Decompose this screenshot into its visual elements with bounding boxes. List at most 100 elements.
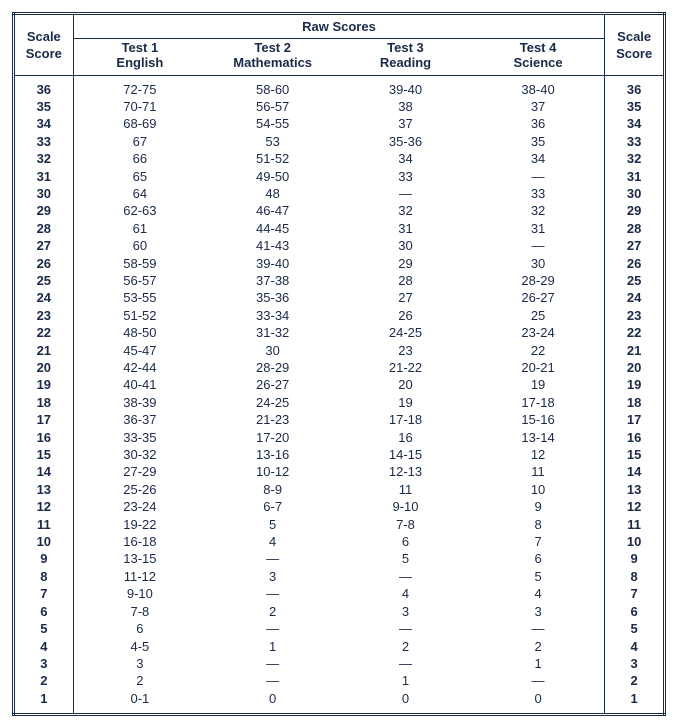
cell-test-2: — [206,621,339,638]
cell-test-2: — [206,673,339,690]
cell-test-4: — [472,168,605,185]
cell-test-3: 29 [339,255,472,272]
cell-scale-right: 12 [605,499,665,516]
cell-test-1: 27-29 [73,464,206,481]
table-row: 1530-3213-1614-151215 [14,447,665,464]
cell-test-4: — [472,673,605,690]
label-line2: Science [513,55,562,70]
cell-test-2: 39-40 [206,255,339,272]
cell-scale-right: 10 [605,534,665,551]
cell-test-3: 14-15 [339,447,472,464]
table-row: 2145-4730232221 [14,342,665,359]
cell-test-4: 15-16 [472,412,605,429]
cell-test-1: 70-71 [73,99,206,116]
table-row: 3468-6954-55373634 [14,116,665,133]
cell-test-1: 33-35 [73,429,206,446]
score-conversion-table: ScaleScore Raw Scores ScaleScore Test 1 … [12,12,666,716]
cell-scale-left: 4 [14,638,74,655]
cell-test-3: 27 [339,290,472,307]
cell-test-2: 6-7 [206,499,339,516]
cell-scale-right: 24 [605,290,665,307]
cell-scale-left: 32 [14,151,74,168]
cell-test-4: 9 [472,499,605,516]
cell-test-2: 51-52 [206,151,339,168]
cell-scale-right: 15 [605,447,665,464]
cell-test-3: 12-13 [339,464,472,481]
cell-test-4: 31 [472,220,605,237]
cell-test-3: 20 [339,377,472,394]
cell-test-1: 38-39 [73,394,206,411]
cell-test-4: 36 [472,116,605,133]
cell-test-2: 26-27 [206,377,339,394]
cell-test-3: 6 [339,534,472,551]
cell-test-4: 33 [472,186,605,203]
table-row: 2453-5535-362726-2724 [14,290,665,307]
label: ScaleScore [26,29,62,61]
cell-test-3: 39-40 [339,75,472,99]
cell-test-3: — [339,568,472,585]
cell-test-1: 30-32 [73,447,206,464]
cell-scale-left: 7 [14,586,74,603]
cell-scale-right: 33 [605,133,665,150]
cell-test-3: — [339,656,472,673]
cell-scale-right: 16 [605,429,665,446]
cell-test-1: 65 [73,168,206,185]
cell-test-3: 5 [339,551,472,568]
cell-test-2: 37-38 [206,273,339,290]
cell-scale-right: 29 [605,203,665,220]
cell-scale-right: 8 [605,568,665,585]
cell-test-3: 3 [339,603,472,620]
cell-scale-right: 3 [605,656,665,673]
cell-test-3: 9-10 [339,499,472,516]
cell-test-2: 21-23 [206,412,339,429]
cell-test-1: 7-8 [73,603,206,620]
cell-test-2: 8-9 [206,481,339,498]
cell-test-1: 11-12 [73,568,206,585]
cell-test-3: 21-22 [339,360,472,377]
cell-test-2: 13-16 [206,447,339,464]
cell-test-4: 19 [472,377,605,394]
table-row: 1016-1846710 [14,534,665,551]
cell-test-2: 56-57 [206,99,339,116]
cell-scale-right: 9 [605,551,665,568]
cell-scale-left: 6 [14,603,74,620]
table-row: 1223-246-79-10912 [14,499,665,516]
cell-test-3: 16 [339,429,472,446]
cell-scale-left: 25 [14,273,74,290]
cell-test-2: 35-36 [206,290,339,307]
cell-test-4: 34 [472,151,605,168]
cell-test-3: 26 [339,307,472,324]
cell-test-2: 58-60 [206,75,339,99]
cell-scale-left: 36 [14,75,74,99]
table-row: 10-10001 [14,690,665,715]
cell-test-1: 51-52 [73,307,206,324]
cell-test-2: 33-34 [206,307,339,324]
cell-test-3: 31 [339,220,472,237]
cell-test-1: 3 [73,656,206,673]
cell-scale-right: 17 [605,412,665,429]
cell-scale-right: 36 [605,75,665,99]
cell-test-4: 3 [472,603,605,620]
cell-test-4: 4 [472,586,605,603]
cell-scale-left: 31 [14,168,74,185]
table-row: 811-123—58 [14,568,665,585]
label-line2: English [116,55,163,70]
cell-test-3: 4 [339,586,472,603]
cell-test-4: 2 [472,638,605,655]
cell-test-1: 0-1 [73,690,206,715]
cell-scale-right: 6 [605,603,665,620]
cell-test-3: 24-25 [339,325,472,342]
cell-scale-right: 14 [605,464,665,481]
cell-test-3: 33 [339,168,472,185]
label-line1: Test 3 [387,40,424,55]
cell-test-4: 10 [472,481,605,498]
cell-test-3: 7-8 [339,516,472,533]
cell-test-4: 6 [472,551,605,568]
cell-scale-right: 20 [605,360,665,377]
cell-test-1: 36-37 [73,412,206,429]
cell-test-2: 53 [206,133,339,150]
cell-scale-left: 33 [14,133,74,150]
cell-test-3: 17-18 [339,412,472,429]
cell-scale-left: 16 [14,429,74,446]
cell-test-4: 25 [472,307,605,324]
